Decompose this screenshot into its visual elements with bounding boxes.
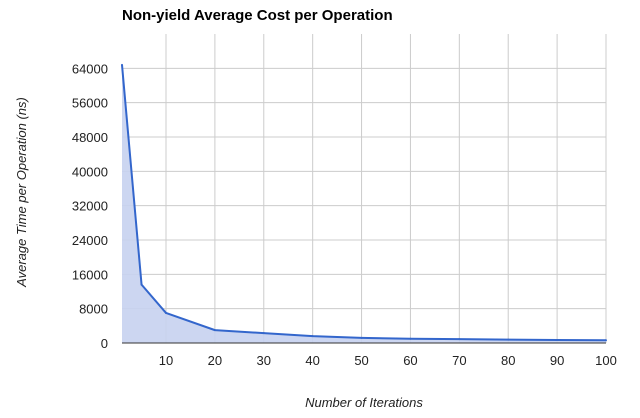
y-tick-label: 56000 xyxy=(72,96,108,111)
y-tick-label: 0 xyxy=(101,336,108,351)
x-tick-label: 50 xyxy=(354,353,368,368)
y-axis-title: Average Time per Operation (ns) xyxy=(14,97,29,288)
x-tick-label: 40 xyxy=(305,353,319,368)
series-line xyxy=(121,64,607,342)
y-tick-label: 8000 xyxy=(79,302,108,317)
y-tick-label: 24000 xyxy=(72,233,108,248)
x-tick-label: 70 xyxy=(452,353,466,368)
plot-layer xyxy=(121,63,607,344)
y-tick-label: 64000 xyxy=(72,61,108,76)
x-tick-label: 80 xyxy=(501,353,515,368)
chart-title: Non-yield Average Cost per Operation xyxy=(122,7,393,24)
data-point xyxy=(605,339,607,342)
data-point xyxy=(213,329,216,332)
y-tick-label: 40000 xyxy=(72,164,108,179)
y-tick-label: 48000 xyxy=(72,130,108,145)
data-point xyxy=(556,338,559,341)
y-tick-label: 16000 xyxy=(72,267,108,282)
x-tick-label: 100 xyxy=(595,353,617,368)
x-tick-label: 30 xyxy=(257,353,271,368)
data-point xyxy=(409,337,412,340)
data-point xyxy=(311,335,314,338)
x-axis-ticks: 10 20 30 40 50 60 70 80 90 100 xyxy=(159,353,617,368)
x-tick-label: 20 xyxy=(208,353,222,368)
data-point xyxy=(507,338,510,341)
data-point xyxy=(458,338,461,341)
x-tick-label: 60 xyxy=(403,353,417,368)
x-axis-title: Number of Iterations xyxy=(305,395,423,410)
data-point xyxy=(121,63,123,66)
y-axis-ticks: 0 8000 16000 24000 32000 40000 48000 56000 64000 xyxy=(72,61,108,351)
series-area xyxy=(122,64,606,344)
x-tick-label: 90 xyxy=(550,353,564,368)
grid-layer xyxy=(122,34,607,344)
x-tick-label: 10 xyxy=(159,353,173,368)
data-point xyxy=(140,283,143,286)
y-tick-label: 32000 xyxy=(72,199,108,214)
data-point xyxy=(165,311,167,314)
data-point xyxy=(360,336,363,339)
data-point xyxy=(262,332,265,335)
